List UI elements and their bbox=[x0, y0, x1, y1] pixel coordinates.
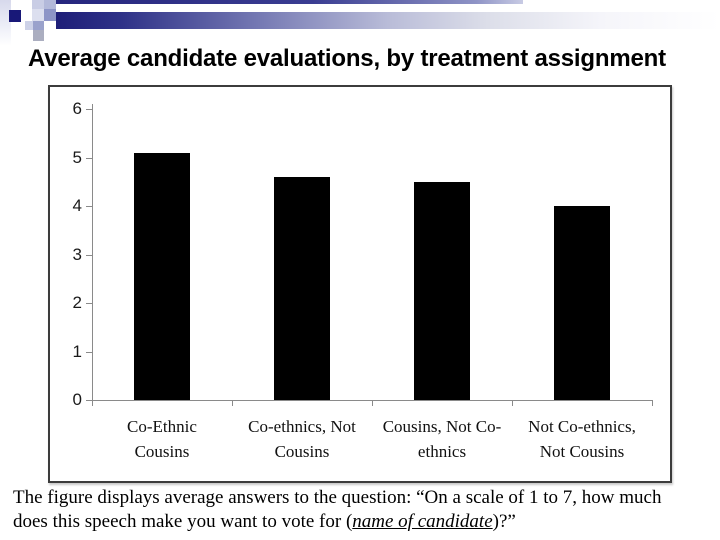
y-tick-label: 4 bbox=[72, 196, 82, 215]
mosaic-square-decoration bbox=[25, 21, 33, 30]
y-tick bbox=[86, 109, 92, 110]
category-label: Co-ethnics, Not Cousins bbox=[248, 417, 356, 461]
caption-line-1: The figure displays average answers to t… bbox=[13, 487, 662, 508]
mosaic-square-decoration bbox=[44, 9, 56, 21]
y-tick bbox=[86, 254, 92, 256]
x-tick bbox=[652, 400, 653, 406]
y-tick-label: 1 bbox=[72, 341, 82, 361]
mosaic-square-decoration bbox=[44, 0, 56, 9]
y-tick-label: 5 bbox=[72, 147, 82, 167]
y-tick-label: 0 bbox=[72, 390, 82, 409]
caption-line-2: does this speech make you want to vote f… bbox=[13, 510, 715, 534]
y-tick bbox=[86, 400, 92, 401]
mosaic-square-decoration bbox=[32, 9, 44, 21]
y-tick bbox=[86, 351, 92, 353]
category-label: Cousins, Not Co- ethnics bbox=[382, 417, 502, 461]
y-tick-label: 2 bbox=[72, 293, 82, 312]
top-thin-bar-decoration bbox=[56, 0, 523, 4]
x-tick bbox=[232, 400, 233, 406]
mosaic-square-decoration bbox=[33, 21, 44, 30]
caption-line2-suffix: )?” bbox=[492, 511, 516, 532]
y-tick bbox=[86, 206, 92, 207]
navy-square-decoration bbox=[9, 10, 21, 22]
x-axis-line bbox=[92, 400, 653, 401]
page-title: Average candidate evaluations, by treatm… bbox=[28, 45, 666, 72]
category-label: Co-Ethnic Cousins bbox=[127, 417, 197, 461]
bar-chart: 0 1 2 3 4 5 6 Co-Ethnic Cousins Co-ethnics, Not … bbox=[48, 85, 672, 483]
y-tick-label: 3 bbox=[72, 244, 82, 264]
x-tick bbox=[92, 400, 93, 406]
x-tick bbox=[372, 400, 373, 406]
y-tick-label: 6 bbox=[72, 99, 82, 118]
figure-caption: The figure displays average answers to t… bbox=[13, 486, 715, 534]
mosaic-square-decoration bbox=[33, 30, 44, 41]
bar bbox=[554, 206, 610, 400]
bar bbox=[274, 176, 330, 400]
y-tick bbox=[86, 157, 92, 159]
x-tick bbox=[512, 400, 513, 406]
caption-line2-prefix: does this speech make you want to vote f… bbox=[13, 511, 353, 532]
left-gradient-strip-decoration bbox=[0, 0, 11, 46]
y-axis-line bbox=[92, 104, 93, 401]
caption-candidate-placeholder: name of candidate bbox=[352, 511, 493, 532]
bar bbox=[414, 181, 470, 400]
y-tick bbox=[86, 303, 92, 304]
bar bbox=[134, 152, 190, 400]
header-gradient-bar-decoration bbox=[56, 12, 720, 29]
mosaic-square-decoration bbox=[32, 0, 44, 9]
category-label: Not Co-ethnics, Not Cousins bbox=[528, 417, 636, 461]
plot-area: 0 1 2 3 4 5 6 Co-Ethnic Cousins Co-ethnics, Not … bbox=[73, 99, 653, 461]
